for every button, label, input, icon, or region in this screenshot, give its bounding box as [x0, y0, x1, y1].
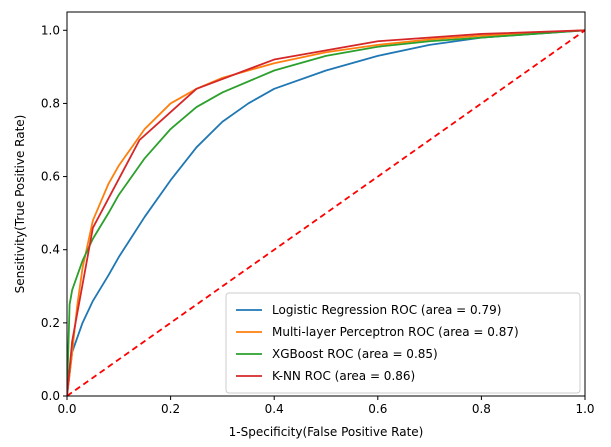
x-tick-label: 0.0 — [57, 402, 76, 416]
x-axis-label: 1-Specificity(False Positive Rate) — [229, 425, 424, 439]
plot-frame — [66, 11, 586, 397]
roc-curve-2 — [67, 29, 585, 396]
legend-label: XGBoost ROC (area = 0.85) — [272, 347, 438, 361]
legend: Logistic Regression ROC (area = 0.79) Mul… — [225, 292, 581, 394]
x-tick-label: 0.8 — [472, 402, 491, 416]
x-tick-label: 0.6 — [368, 402, 387, 416]
diagonal-reference-line — [67, 29, 585, 396]
roc-curve-1 — [67, 29, 585, 396]
axes-group: 0.0 0.2 0.4 0.6 0.8 1.0 0.0 0.2 0.4 0.6 0.8 1.0 1-Sp… — [13, 23, 595, 439]
series-group — [67, 29, 585, 396]
y-tick-label: 0.8 — [41, 96, 60, 110]
legend-label: Logistic Regression ROC (area = 0.79) — [272, 303, 501, 317]
y-tick-label: 0.2 — [41, 316, 60, 330]
plot-frame-group — [66, 11, 586, 397]
y-axis-label: Sensitivity(True Positive Rate) — [13, 115, 27, 294]
y-tick-label: 0.0 — [41, 389, 60, 403]
roc-curve-0 — [67, 29, 585, 396]
y-tick-label: 1.0 — [41, 23, 60, 37]
legend-box — [225, 292, 581, 394]
legend-label: Multi-layer Perceptron ROC (area = 0.87) — [272, 325, 519, 339]
y-tick-label: 0.6 — [41, 170, 60, 184]
x-tick-label: 0.2 — [161, 402, 180, 416]
y-tick-label: 0.4 — [41, 243, 60, 257]
x-tick-label: 1.0 — [575, 402, 594, 416]
roc-curve-3 — [67, 29, 585, 396]
legend-label: K-NN ROC (area = 0.86) — [272, 369, 415, 383]
x-tick-label: 0.4 — [265, 402, 284, 416]
